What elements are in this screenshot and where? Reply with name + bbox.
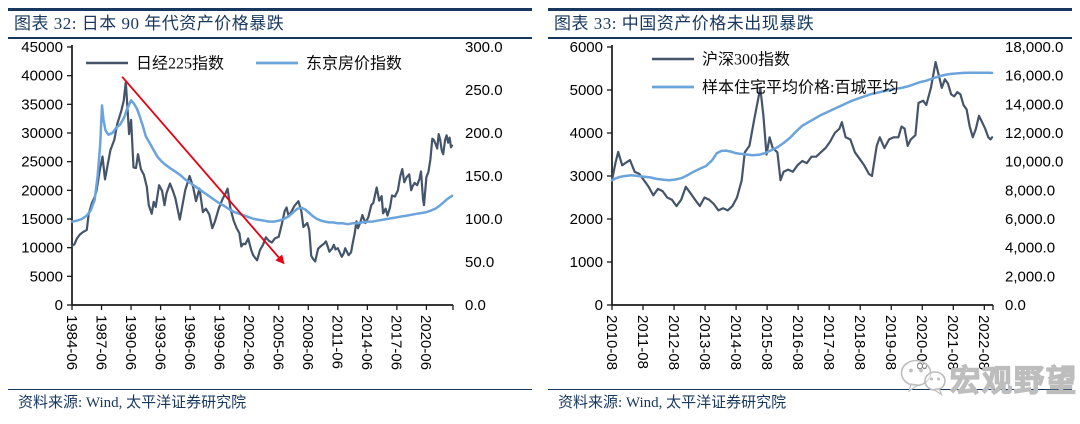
x-axis-tick-label: 2022-08 [975,315,992,370]
x-axis-tick-label: 2005-06 [269,315,286,370]
right-axis-tick-label: 50.0 [465,254,494,271]
crash-arrow-head [275,254,285,265]
source-rule [548,389,1072,390]
right-axis-tick-label: 300.0 [465,39,503,56]
crash-arrow [121,76,280,259]
left-axis-tick-label: 30000 [21,125,63,142]
right-axis-tick-label: 10,000.0 [1005,154,1063,171]
right-axis-tick-label: 12,000.0 [1005,125,1063,142]
right-axis-tick-label: 150.0 [465,168,503,185]
x-axis-tick-label: 2017-06 [388,315,405,370]
x-axis-tick-label: 2012-08 [665,315,682,370]
x-axis-tick-label: 1999-06 [210,315,227,370]
csi300-house-price-chart: 6000 5000 4000 3000 2000 1000 0 18,000.0 16,000.… [548,39,1072,389]
x-axis-tick-label: 1996-06 [181,315,198,370]
x-axis-tick-label: 2010-08 [603,315,620,370]
x-axis-tick-label: 2015-08 [758,315,775,370]
title-underline [8,37,532,39]
x-axis-tick-label: 2021-08 [944,315,961,370]
x-axis-tick-label: 2002-06 [240,315,257,370]
legend-label-1: 样本住宅平均价格:百城平均 [702,79,898,97]
x-axis-tick-label: 2014-06 [358,315,375,370]
series-line-1 [70,99,454,226]
figure-32-panel: 图表 32: 日本 90 年代资产价格暴跌 45000 40000 35000 300… [8,8,532,411]
figure-32-title: 图表 32: 日本 90 年代资产价格暴跌 [14,14,285,33]
right-axis-tick-label: 200.0 [465,125,503,142]
right-axis-tick-label: 18,000.0 [1005,39,1063,56]
left-axis-tick-label: 10000 [21,240,63,257]
right-axis-tick-label: 4,000.0 [1005,240,1055,257]
right-axis-tick-label: 6,000.0 [1005,211,1055,228]
left-axis-tick-label: 35000 [21,96,63,113]
legend-label-1: 东京房价指数 [306,55,402,73]
left-axis-tick-label: 15000 [21,211,63,228]
x-axis-tick-label: 1993-06 [151,315,168,370]
x-axis-tick-label: 2011-08 [634,315,651,369]
x-axis-tick-label: 2013-08 [696,315,713,370]
x-axis-tick-label: 2016-08 [789,315,806,370]
left-axis-tick-label: 40000 [21,68,63,85]
left-axis-tick-label: 5000 [570,82,603,99]
right-axis-tick-label: 100.0 [465,211,503,228]
left-axis-tick-label: 2000 [570,211,603,228]
csi300-house-price-chart-svg: 6000 5000 4000 3000 2000 1000 0 18,000.0 16,000.… [570,39,1064,370]
source-rule [8,389,532,390]
figure-33-title: 图表 33: 中国资产价格未出现暴跌 [554,14,815,33]
x-axis-tick-label: 2014-08 [727,315,744,370]
x-axis-tick-label: 1987-06 [92,315,109,370]
left-axis-tick-label: 0 [595,297,603,314]
right-axis-tick-label: 250.0 [465,82,503,99]
series-line-0 [610,61,994,212]
x-axis-tick-label: 1990-06 [122,315,139,370]
figure-33-panel: 图表 33: 中国资产价格未出现暴跌 6000 5000 4000 3000 2000 1… [540,0,1080,424]
figure-32-source: 资料来源: Wind, 太平洋证券研究院 [18,395,247,411]
left-axis-tick-label: 1000 [570,254,603,271]
right-axis-tick-label: 8,000.0 [1005,182,1055,199]
left-axis-tick-label: 4000 [570,125,603,142]
left-axis-tick-label: 45000 [21,39,63,56]
left-axis-tick-label: 6000 [570,39,603,56]
left-axis-tick-label: 20000 [21,182,63,199]
right-axis-tick-label: 2,000.0 [1005,268,1055,285]
nikkei-tokyo-chart: 45000 40000 35000 30000 25000 20000 15000 10000… [8,39,532,389]
x-axis-tick-label: 2017-08 [820,315,837,370]
legend-label-0: 沪深300指数 [702,51,790,69]
title-underline [548,37,1072,39]
x-axis-tick-label: 1984-06 [63,315,80,370]
right-axis-tick-label: 0.0 [465,297,486,314]
x-axis-tick-label: 2011-06 [329,315,346,369]
x-axis-tick-label: 2020-06 [417,315,434,370]
series-line-1 [610,71,994,182]
left-axis-tick-label: 5000 [30,268,63,285]
left-axis-tick-label: 3000 [570,168,603,185]
series-line-0 [70,80,454,263]
x-axis-tick-label: 2020-08 [913,315,930,370]
right-axis-tick-label: 14,000.0 [1005,96,1063,113]
legend-label-0: 日经225指数 [136,55,224,73]
x-axis-tick-label: 2018-08 [851,315,868,370]
right-axis-tick-label: 0.0 [1005,297,1026,314]
figure-33-source: 资料来源: Wind, 太平洋证券研究院 [558,395,787,411]
left-axis-tick-label: 0 [55,297,63,314]
right-axis-tick-label: 16,000.0 [1005,68,1063,85]
x-axis-tick-label: 2019-08 [882,315,899,370]
top-rule [548,8,1072,11]
x-axis-tick-label: 2008-06 [299,315,316,370]
nikkei-tokyo-chart-svg: 45000 40000 35000 30000 25000 20000 15000 10000… [21,39,503,370]
top-rule [8,8,532,11]
left-axis-tick-label: 25000 [21,154,63,171]
